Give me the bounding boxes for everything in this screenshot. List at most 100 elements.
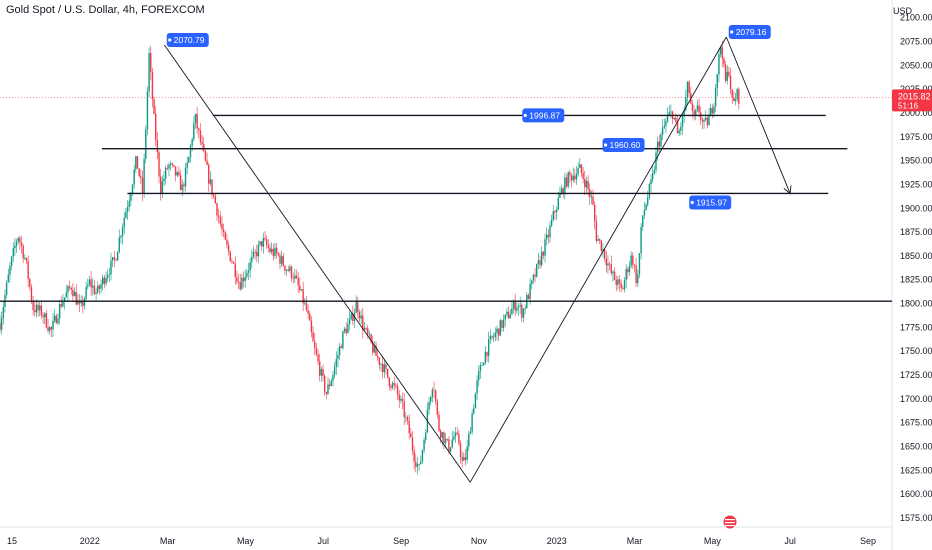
candle-body	[168, 164, 170, 169]
candle	[693, 105, 695, 121]
candle	[580, 164, 583, 178]
candle	[204, 149, 207, 162]
candle	[309, 311, 311, 321]
candle-body	[577, 168, 579, 174]
candle-body	[179, 175, 182, 191]
candle	[458, 430, 460, 446]
candle-body	[685, 97, 687, 111]
candle-body	[487, 339, 490, 356]
candle-body	[630, 255, 632, 266]
candle	[131, 183, 134, 197]
candle-body	[212, 194, 215, 196]
candle	[597, 235, 599, 242]
candle	[680, 122, 682, 136]
candle-body	[198, 128, 200, 131]
candle	[676, 116, 679, 134]
candle	[14, 237, 16, 257]
candle-body	[103, 277, 106, 284]
candle	[552, 204, 554, 222]
candle	[47, 318, 49, 333]
candle	[55, 313, 58, 324]
candle-body	[496, 328, 498, 333]
candle	[575, 166, 578, 185]
candle-body	[381, 363, 384, 373]
candle-body	[534, 274, 536, 277]
candle-body	[698, 105, 700, 113]
candle-body	[161, 181, 164, 194]
candle-body	[208, 164, 210, 184]
candle	[476, 375, 478, 401]
candle-body	[203, 144, 205, 151]
candle-body	[650, 179, 652, 185]
candle-body	[524, 308, 526, 310]
candle-body	[550, 219, 553, 226]
candle	[44, 312, 46, 325]
candle-body	[305, 302, 308, 311]
candle-body	[62, 301, 64, 307]
candle-body	[174, 166, 177, 176]
candle-body	[135, 156, 137, 170]
candle-body	[511, 308, 513, 315]
candle	[433, 381, 435, 399]
candle	[141, 170, 144, 202]
candle	[565, 173, 568, 189]
candle-body	[461, 457, 463, 461]
candle	[115, 258, 117, 262]
candle	[572, 167, 574, 183]
candle	[63, 297, 66, 310]
candle-body	[479, 365, 482, 372]
candle-body	[608, 263, 611, 265]
candle-body	[582, 173, 584, 180]
candle-body	[410, 433, 412, 438]
candle-body	[368, 334, 371, 336]
candle-body	[282, 256, 284, 266]
candle	[57, 313, 59, 326]
x-tick-label: May	[237, 536, 255, 546]
candle	[244, 269, 246, 288]
candle-body	[502, 319, 505, 328]
candle	[307, 304, 309, 319]
candle-body	[360, 315, 362, 319]
price-labels: 2070.79 1996.87 1960.60 1915.97 2079.16	[166, 25, 771, 210]
candle-body	[642, 215, 644, 227]
candle-body	[474, 393, 477, 409]
candle	[434, 389, 437, 405]
candle	[179, 169, 182, 191]
candle-body	[312, 332, 314, 342]
y-tick-label: 1750.00	[900, 346, 932, 356]
candle	[37, 300, 39, 317]
candle	[267, 239, 270, 253]
candle	[232, 261, 235, 264]
candle	[562, 186, 564, 199]
candle	[295, 269, 298, 280]
last-price-countdown: 51:16	[898, 101, 919, 110]
candle-body	[221, 223, 223, 230]
horizontal-levels	[0, 114, 892, 302]
candle	[10, 255, 13, 271]
candle	[164, 165, 167, 185]
price-label-anchor	[168, 38, 172, 42]
candle	[544, 233, 546, 263]
candle	[266, 235, 268, 249]
candle	[140, 169, 142, 185]
candle-body	[184, 167, 187, 187]
candle	[733, 91, 735, 102]
candle	[585, 176, 588, 193]
candle	[184, 163, 187, 192]
candle-body	[506, 311, 508, 315]
candle-body	[396, 386, 399, 395]
candle-body	[537, 260, 540, 264]
candle-body	[68, 286, 71, 289]
candle-body	[598, 239, 601, 241]
candle-body	[108, 274, 111, 276]
candle	[97, 281, 99, 295]
candle	[151, 67, 154, 108]
candle-body	[544, 239, 546, 256]
candle	[714, 83, 717, 113]
price-label-text: 2070.79	[174, 35, 205, 45]
candle-body	[295, 275, 298, 279]
candle-body	[355, 302, 357, 313]
candle	[284, 265, 286, 275]
candle	[53, 309, 56, 324]
